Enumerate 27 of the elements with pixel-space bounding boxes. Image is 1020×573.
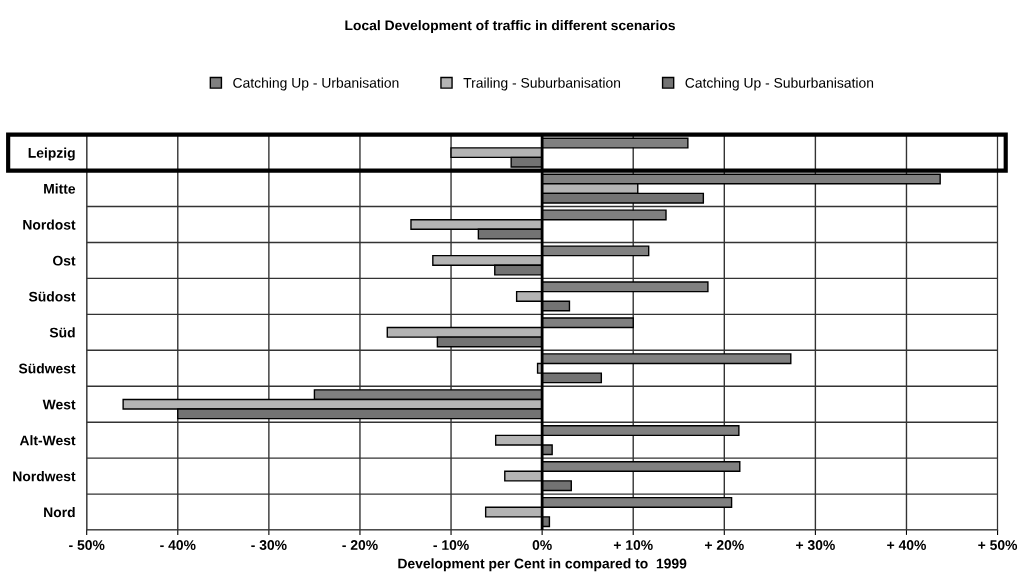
x-axis-title: Development per Cent in compared to 1999	[398, 558, 687, 572]
x-tick-label: + 40%	[887, 540, 926, 550]
y-tick-label: Nordost	[23, 219, 76, 230]
y-tick-label: West	[42, 399, 76, 410]
y-tick-label: Südost	[28, 291, 76, 302]
x-tick-label: + 30%	[796, 540, 835, 550]
y-tick-label: Süd	[49, 327, 75, 338]
y-tick-label: Nordwest	[13, 471, 76, 482]
y-tick-label: Nord	[44, 507, 75, 518]
x-tick-label: + 50%	[978, 540, 1018, 550]
y-tick-label: Ost	[53, 255, 76, 266]
legend-label: Catching Up - Suburbanisation	[685, 77, 874, 91]
x-tick-label: - 20%	[342, 540, 378, 550]
x-tick-label: - 50%	[69, 540, 105, 550]
chart-title: Local Development of traffic in different scenarios	[345, 20, 675, 33]
y-tick-label: Alt-West	[19, 435, 76, 446]
x-tick-label: + 10%	[613, 540, 653, 550]
x-tick-label: - 10%	[433, 540, 469, 550]
y-tick-label: Leipzig	[28, 147, 75, 161]
y-tick-label: Mitte	[44, 183, 76, 194]
legend-label: Trailing - Suburbanisation	[463, 77, 621, 91]
x-tick-label: - 40%	[160, 540, 196, 550]
x-tick-label: - 30%	[251, 540, 287, 550]
x-tick-label: 0%	[532, 540, 552, 550]
legend-label: Catching Up - Urbanisation	[233, 77, 399, 91]
y-tick-label: Südwest	[18, 363, 76, 374]
x-tick-label: + 20%	[705, 540, 744, 550]
